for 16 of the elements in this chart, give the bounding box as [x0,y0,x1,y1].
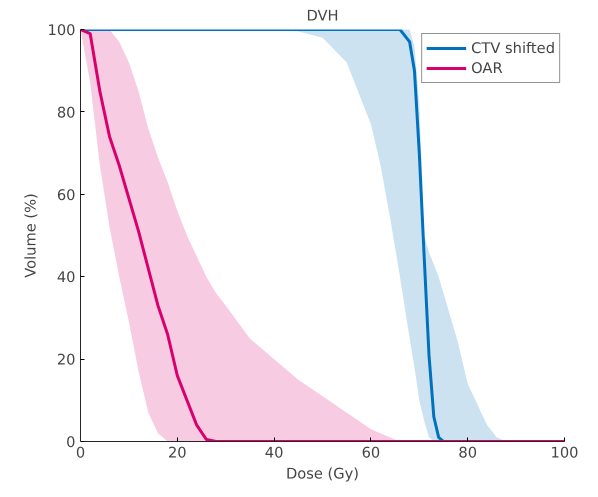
y-axis-title: Volume (%) [22,193,40,278]
legend-label: OAR [471,60,503,76]
legend-label: CTV shifted [471,40,555,56]
y-tick-label: 100 [48,22,76,39]
x-tick-label: 40 [264,444,284,462]
x-axis-title: Dose (Gy) [286,466,360,482]
y-tick-label: 80 [56,104,76,122]
x-tick-label: 60 [362,444,380,462]
y-tick-label: 20 [56,352,76,369]
chart-title: DVH [306,8,339,24]
y-tick-label: 0 [66,434,76,451]
x-tick-label: 80 [458,444,478,462]
y-tick-label: 40 [56,269,76,286]
y-tick-label: 60 [56,186,76,204]
x-tick-label: 20 [168,444,187,462]
x-tick-label: 100 [550,444,578,462]
